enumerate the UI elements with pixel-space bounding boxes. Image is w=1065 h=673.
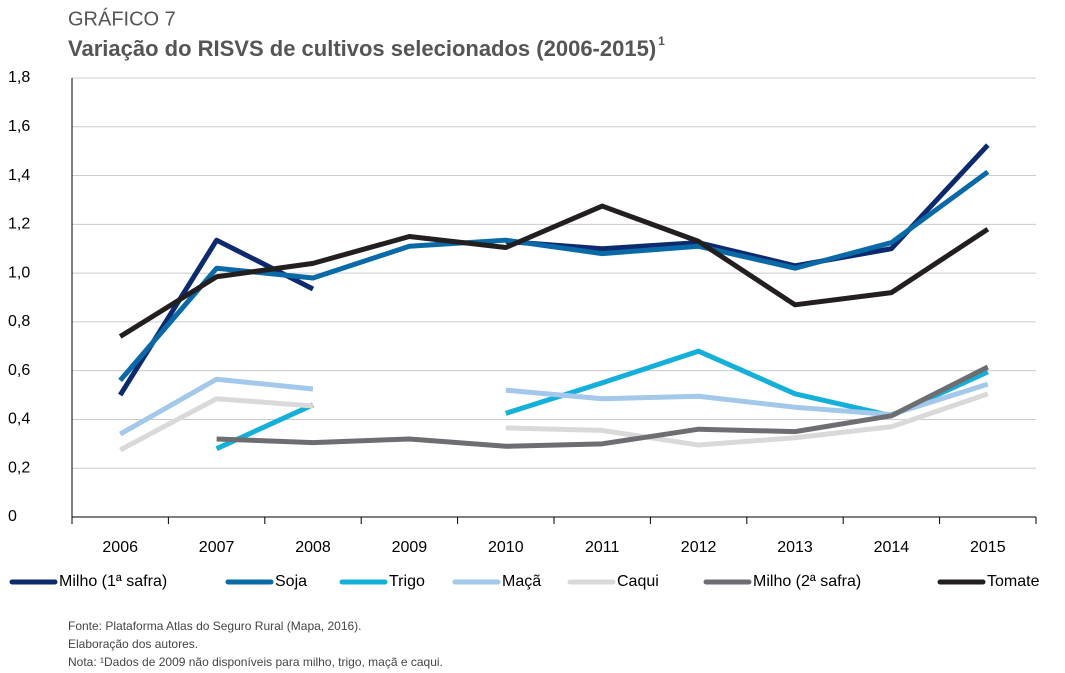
legend-label: Caqui bbox=[617, 573, 659, 590]
x-tick-label: 2008 bbox=[295, 539, 331, 556]
legend-label: Tomate bbox=[987, 573, 1040, 590]
y-tick-label: 0 bbox=[8, 508, 17, 525]
series-line bbox=[216, 364, 989, 449]
legend-label: Maçã bbox=[502, 573, 541, 590]
legend-label: Trigo bbox=[389, 573, 425, 590]
chart-title: Variação do RISVS de cultivos selecionad… bbox=[68, 36, 656, 61]
x-tick-label: 2013 bbox=[777, 539, 813, 556]
y-tick-label: 0,6 bbox=[8, 362, 30, 379]
footnote: Fonte: Plataforma Atlas do Seguro Rural … bbox=[68, 619, 362, 633]
series-line bbox=[118, 203, 990, 339]
x-tick-label: 2007 bbox=[199, 539, 235, 556]
y-tick-label: 1,6 bbox=[8, 118, 30, 135]
legend-label: Soja bbox=[275, 573, 307, 590]
y-tick-label: 0,2 bbox=[8, 459, 30, 476]
series-line bbox=[118, 169, 990, 383]
x-tick-label: 2011 bbox=[585, 539, 620, 556]
x-tick-label: 2012 bbox=[681, 539, 717, 556]
legend-label: Milho (1ª safra) bbox=[59, 573, 167, 590]
x-tick-label: 2006 bbox=[102, 539, 138, 556]
footnote: Elaboração dos autores. bbox=[68, 637, 198, 651]
y-tick-label: 1,0 bbox=[8, 264, 30, 281]
chart-kicker: GRÁFICO 7 bbox=[68, 7, 176, 30]
footnote: Nota: ¹Dados de 2009 não disponíveis par… bbox=[68, 655, 443, 669]
x-tick-label: 2009 bbox=[392, 539, 428, 556]
y-tick-label: 1,4 bbox=[8, 167, 30, 184]
x-tick-label: 2014 bbox=[874, 539, 910, 556]
y-tick-label: 1,2 bbox=[8, 216, 30, 233]
legend-label: Milho (2ª safra) bbox=[753, 573, 861, 590]
y-tick-label: 0,8 bbox=[8, 313, 30, 330]
y-tick-label: 0,4 bbox=[8, 411, 30, 428]
y-tick-label: 1,8 bbox=[8, 69, 30, 86]
title-superscript: 1 bbox=[658, 34, 665, 48]
x-tick-label: 2015 bbox=[970, 539, 1006, 556]
x-tick-label: 2010 bbox=[488, 539, 524, 556]
series-line bbox=[119, 391, 989, 453]
